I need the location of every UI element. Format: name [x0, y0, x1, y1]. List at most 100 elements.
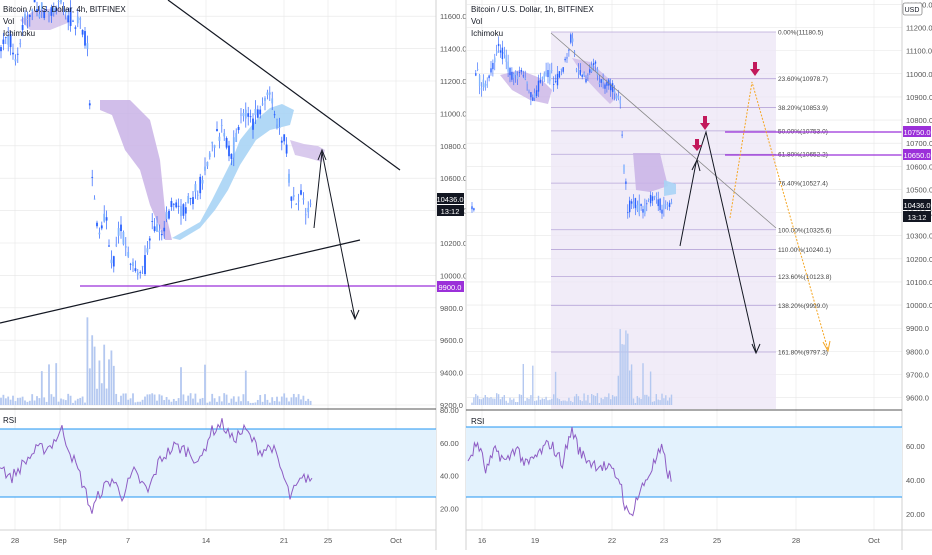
- right-volume-bar: [562, 400, 564, 405]
- left-candle-body: [91, 176, 94, 178]
- left-candle-body: [230, 153, 233, 159]
- left-volume-bar: [244, 370, 247, 405]
- left-volume-bar: [290, 397, 293, 405]
- left-candle-body: [57, 0, 60, 2]
- left-volume-bar: [208, 401, 211, 405]
- right-volume-bar: [516, 402, 519, 405]
- right-volume-bar: [530, 395, 532, 405]
- left-candle-body: [132, 262, 134, 267]
- left-volume-bar: [242, 394, 245, 405]
- left-candle-body: [45, 10, 48, 12]
- fib-level-label: 0.00%(11180.5): [778, 30, 823, 37]
- right-candle-body: [636, 204, 638, 211]
- left-volume-bar: [50, 394, 53, 405]
- left-candle-body: [100, 225, 103, 229]
- left-volume-bar: [165, 396, 168, 405]
- left-candle-body: [304, 214, 307, 216]
- right-price-tick: 10500.0: [906, 185, 932, 194]
- left-candle-body: [266, 92, 269, 96]
- left-volume-bar: [146, 394, 149, 405]
- left-volume-bar: [235, 401, 238, 405]
- left-candle-body: [67, 15, 70, 23]
- right-rsi-ticks: 60.00 40.00 20.00: [906, 442, 925, 519]
- left-candle-body: [79, 18, 82, 20]
- fib-level-label: 23.60%(10978.7): [778, 76, 828, 83]
- right-countdown-box: [903, 211, 931, 222]
- left-volume-bar: [12, 395, 14, 405]
- right-volume-bar: [507, 402, 509, 405]
- left-volume-bar: [228, 402, 230, 405]
- right-volume-bar: [596, 393, 599, 405]
- left-volume-bar: [172, 398, 175, 405]
- left-candle-body: [264, 98, 266, 101]
- right-candle-body: [640, 203, 642, 206]
- left-candle-body: [148, 238, 151, 241]
- right-volume-bar: [611, 395, 614, 405]
- right-rsi-band: [466, 427, 902, 497]
- left-cloud-purple-future: [290, 140, 325, 162]
- left-volume-bar: [124, 393, 127, 405]
- right-candle-body: [644, 205, 646, 214]
- right-volume-bar: [632, 398, 635, 405]
- left-rsi-tick: 40.00: [440, 472, 459, 481]
- right-volume-bar: [539, 399, 542, 405]
- right-volume-bar: [663, 398, 665, 405]
- left-time-tick: 28: [11, 536, 19, 545]
- left-candle-body: [86, 43, 89, 49]
- left-cloud-purple: [100, 100, 172, 240]
- left-volume-bar: [19, 397, 22, 405]
- right-cloud-blue: [664, 180, 676, 196]
- left-legend-vol: Vol: [3, 17, 14, 26]
- right-volume-bar: [513, 398, 515, 405]
- left-volume-bar: [45, 401, 48, 405]
- left-candle-body: [156, 224, 158, 232]
- left-volume-bar: [16, 397, 19, 405]
- right-volume-bar: [579, 400, 581, 405]
- right-volume-bar: [638, 397, 640, 405]
- right-candle-body: [539, 80, 542, 83]
- left-candle-body: [247, 113, 250, 117]
- right-candle-body: [556, 73, 559, 86]
- right-volume-bar: [630, 364, 633, 405]
- left-rsi-line: [0, 418, 313, 514]
- left-volume-bar: [62, 399, 65, 405]
- right-volume-bar: [553, 394, 555, 405]
- right-candle-body: [594, 61, 597, 64]
- right-candle-body: [621, 134, 623, 136]
- right-volume-bar: [572, 402, 574, 405]
- left-volume-bar: [184, 401, 187, 405]
- left-price-tick: 11200.0: [440, 77, 467, 86]
- left-candle-body: [194, 184, 197, 192]
- left-volume-bar: [74, 400, 77, 405]
- left-volume-bar: [81, 396, 84, 405]
- right-candle-body: [577, 70, 580, 72]
- right-candle-body: [651, 196, 654, 201]
- right-volume-bar: [490, 397, 492, 405]
- right-time-tick: 22: [608, 536, 616, 545]
- right-candle-body: [598, 82, 600, 85]
- left-candle-body: [271, 98, 274, 104]
- left-candle-body: [124, 246, 127, 248]
- left-countdown: 13:12: [441, 207, 460, 216]
- left-candle-body: [288, 173, 290, 183]
- right-price-tick: 10300.0: [906, 232, 932, 241]
- left-price-tick: 10600.0: [440, 174, 467, 183]
- currency-button[interactable]: [902, 2, 923, 16]
- right-candle-body: [627, 212, 629, 214]
- right-level-label-1: 10750.0: [903, 128, 930, 137]
- right-candle-body: [600, 79, 602, 83]
- right-volume-bar: [554, 371, 557, 405]
- left-volume-bar: [180, 367, 182, 405]
- right-candle-body: [475, 73, 477, 76]
- right-volume-bar: [610, 399, 612, 405]
- right-volume-bar: [488, 398, 490, 405]
- left-volume-bar: [182, 394, 185, 405]
- left-volume-bar: [28, 400, 31, 405]
- right-candle-body: [505, 55, 507, 62]
- right-volume-bar: [592, 395, 595, 405]
- right-candle-body: [511, 71, 513, 80]
- left-volume-bar: [254, 402, 257, 405]
- right-candle-body: [602, 79, 604, 83]
- left-candle-body: [115, 244, 118, 246]
- right-time-ticks: 16 19 22 23 25 28 Oct: [478, 536, 881, 545]
